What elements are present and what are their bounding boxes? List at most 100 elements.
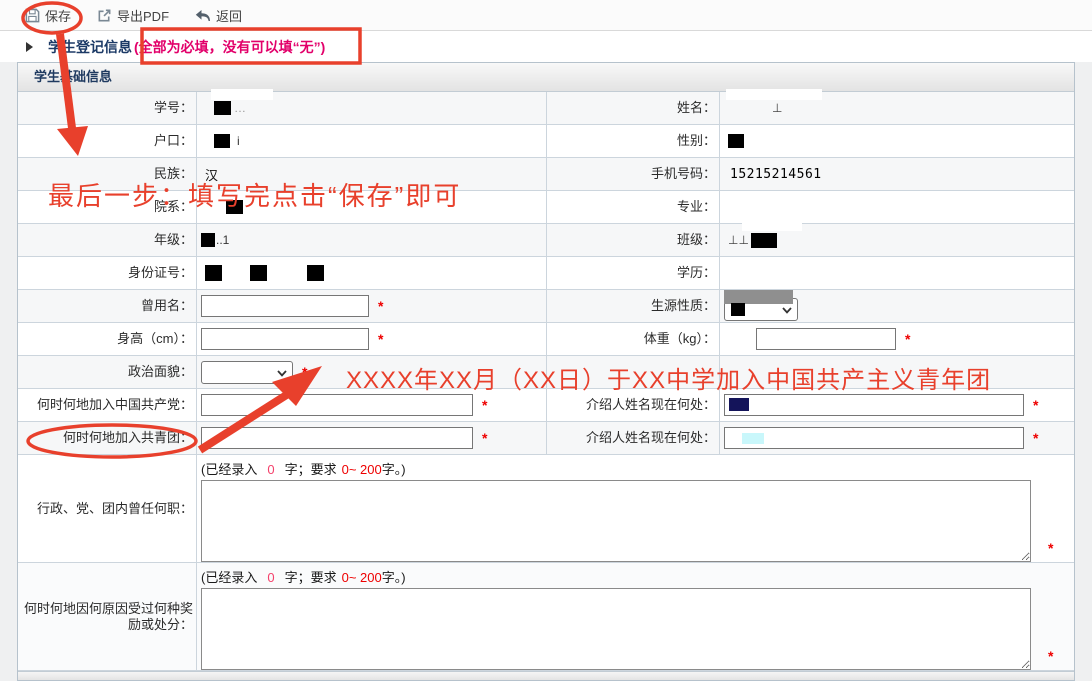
redacted-remnant: ⊥	[772, 101, 783, 115]
redaction-block	[750, 232, 777, 248]
toolbar: 保存 导出PDF 返回	[0, 0, 1092, 31]
party-referrer-input[interactable]	[724, 394, 1024, 416]
required-asterisk: *	[482, 397, 488, 413]
section-header: 学生基础信息	[18, 63, 1074, 92]
mobile-value: 15215214561	[730, 166, 822, 182]
redaction-block	[307, 265, 324, 281]
expander-triangle-icon[interactable]	[26, 42, 33, 52]
grade-label: 年级：	[18, 224, 197, 256]
ethnicity-label: 民族：	[18, 158, 197, 190]
table-row: 身高（cm）： * 体重（kg）： *	[18, 323, 1074, 356]
league-join-cell: *	[197, 422, 547, 454]
id-number-label: 身份证号：	[18, 257, 197, 289]
party-join-label: 何时何地加入中国共产党：	[18, 389, 197, 421]
positions-textarea[interactable]	[201, 480, 1031, 562]
weight-cell: *	[720, 323, 1074, 355]
education-label: 学历：	[547, 257, 720, 289]
origin-type-label: 生源性质：	[547, 290, 720, 322]
positions-label: 行政、党、团内曾任何职：	[18, 455, 197, 562]
empty-label	[547, 356, 720, 388]
mobile-label: 手机号码：	[547, 158, 720, 190]
former-name-input[interactable]	[201, 295, 369, 317]
export-pdf-button[interactable]: 导出PDF	[97, 0, 169, 31]
party-join-input[interactable]	[201, 394, 473, 416]
weight-label: 体重（kg）：	[547, 323, 720, 355]
positions-cell: (已经录入 0 字；要求 0~ 200字。) *	[197, 455, 1074, 562]
required-asterisk: *	[1033, 430, 1039, 446]
redacted-remnant: …	[234, 101, 246, 115]
required-asterisk: *	[1048, 648, 1054, 664]
class-value: ⊥⊥	[720, 221, 1074, 256]
awards-textarea[interactable]	[201, 588, 1031, 670]
party-referrer-cell: *	[720, 389, 1074, 421]
table-row: 何时何地因何原因受过何种奖励或处分： (已经录入 0 字；要求 0~ 200字。) *	[18, 563, 1074, 671]
page-title-band: 学生登记信息 (全部为必填，没有可以填“无”)	[0, 32, 1092, 62]
required-asterisk: *	[378, 298, 384, 314]
page-title-note: (全部为必填，没有可以填“无”)	[134, 39, 326, 55]
gender-value	[720, 125, 1074, 157]
table-row: 年级： ..1 班级： ⊥⊥	[18, 221, 1074, 257]
ethnicity-value: 汉	[197, 158, 547, 190]
political-status-select[interactable]	[201, 360, 293, 384]
table-row: 院系： 专业：	[18, 191, 1074, 224]
major-label: 专业：	[547, 191, 720, 223]
education-value	[720, 257, 1074, 289]
table-row: 身份证号： 学历：	[18, 257, 1074, 290]
table-row: 学号： … 姓名： ⊥	[18, 89, 1074, 125]
name-label: 姓名：	[547, 92, 720, 124]
next-section-header-partial	[18, 671, 1074, 680]
department-label: 院系：	[18, 191, 197, 223]
required-asterisk: *	[905, 331, 911, 347]
chevron-down-icon	[277, 369, 287, 377]
household-value: i	[197, 125, 547, 157]
major-value	[720, 191, 1074, 223]
league-join-input[interactable]	[201, 427, 473, 449]
height-input[interactable]	[201, 328, 369, 350]
content-area: 学生基础信息 学号： … 姓名： ⊥ 户口： i 性别： 民族： 汉 手机号码：	[0, 62, 1092, 681]
redaction-block	[214, 101, 231, 115]
league-referrer-input[interactable]	[724, 427, 1024, 449]
political-status-cell: *	[197, 356, 547, 388]
awards-cell: (已经录入 0 字；要求 0~ 200字。) *	[197, 563, 1074, 670]
political-status-label: 政治面貌：	[18, 356, 197, 388]
awards-label: 何时何地因何原因受过何种奖励或处分：	[18, 563, 197, 670]
origin-type-select[interactable]	[724, 289, 798, 321]
party-referrer-label: 介绍人姓名现在何处：	[547, 389, 720, 421]
class-label: 班级：	[547, 224, 720, 256]
weight-input[interactable]	[756, 328, 896, 350]
redaction-block	[729, 398, 749, 411]
table-row: 行政、党、团内曾任何职： (已经录入 0 字；要求 0~ 200字。) *	[18, 455, 1074, 563]
origin-type-cell	[720, 289, 1074, 322]
redacted-remnant: ..1	[216, 233, 230, 247]
household-label: 户口：	[18, 125, 197, 157]
redaction-block	[250, 265, 267, 281]
page-title: 学生登记信息	[48, 39, 132, 55]
redaction-block	[214, 134, 230, 148]
chevron-down-icon	[782, 306, 792, 314]
save-button[interactable]: 保存	[25, 0, 71, 31]
student-id-value: …	[197, 89, 547, 124]
gender-label: 性别：	[547, 125, 720, 157]
party-join-cell: *	[197, 389, 547, 421]
required-asterisk: *	[1033, 397, 1039, 413]
save-icon	[25, 8, 40, 23]
back-arrow-icon	[195, 8, 211, 22]
id-number-value	[197, 257, 547, 289]
redacted-remnant: ⊥⊥	[728, 233, 749, 247]
redaction-block	[731, 302, 745, 316]
table-row: 何时何地加入共青团： * 介绍人姓名现在何处： *	[18, 422, 1074, 455]
league-join-label: 何时何地加入共青团：	[18, 422, 197, 454]
table-row: 民族： 汉 手机号码： 15215214561	[18, 158, 1074, 191]
back-button[interactable]: 返回	[195, 0, 242, 31]
table-row: 曾用名： * 生源性质：	[18, 289, 1074, 323]
redaction-block	[201, 233, 215, 247]
redaction-block	[226, 200, 243, 214]
table-row: 何时何地加入中国共产党： * 介绍人姓名现在何处： *	[18, 389, 1074, 422]
former-name-cell: *	[197, 290, 547, 322]
required-asterisk: *	[482, 430, 488, 446]
empty-value	[720, 356, 1074, 388]
student-basic-info-table: 学生基础信息 学号： … 姓名： ⊥ 户口： i 性别： 民族： 汉 手机号码：	[17, 62, 1075, 681]
required-asterisk: *	[302, 364, 308, 380]
department-value	[197, 191, 547, 223]
name-value: ⊥	[720, 89, 1074, 124]
